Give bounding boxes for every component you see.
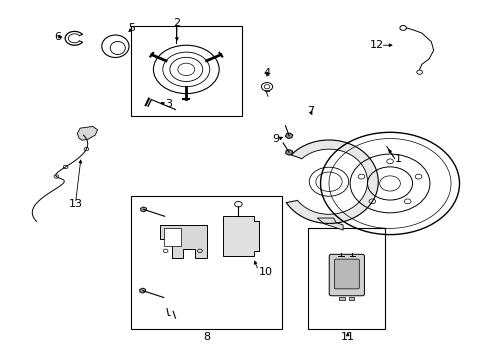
Text: 6: 6 — [54, 32, 61, 41]
Bar — [348, 297, 354, 300]
Bar — [307, 228, 385, 329]
Text: 5: 5 — [128, 23, 135, 33]
Text: 11: 11 — [340, 332, 354, 342]
Text: 10: 10 — [258, 267, 272, 276]
Text: 3: 3 — [164, 99, 171, 109]
Polygon shape — [286, 140, 378, 224]
Text: 7: 7 — [306, 106, 313, 116]
Bar — [131, 195, 282, 329]
Text: 13: 13 — [68, 199, 82, 209]
Text: 2: 2 — [173, 18, 180, 28]
Text: 4: 4 — [263, 68, 270, 78]
Polygon shape — [77, 126, 98, 140]
Polygon shape — [163, 228, 181, 246]
Polygon shape — [285, 150, 292, 155]
Polygon shape — [141, 207, 146, 212]
FancyBboxPatch shape — [328, 254, 364, 296]
Polygon shape — [160, 225, 206, 258]
Polygon shape — [285, 133, 292, 139]
Text: 1: 1 — [394, 154, 401, 164]
Text: 9: 9 — [272, 134, 279, 144]
Polygon shape — [140, 288, 145, 293]
Bar — [339, 297, 344, 300]
Polygon shape — [317, 218, 343, 230]
Text: 8: 8 — [203, 332, 210, 342]
Text: 12: 12 — [369, 40, 384, 50]
FancyBboxPatch shape — [334, 259, 359, 289]
Polygon shape — [223, 216, 258, 256]
Bar — [131, 26, 242, 116]
